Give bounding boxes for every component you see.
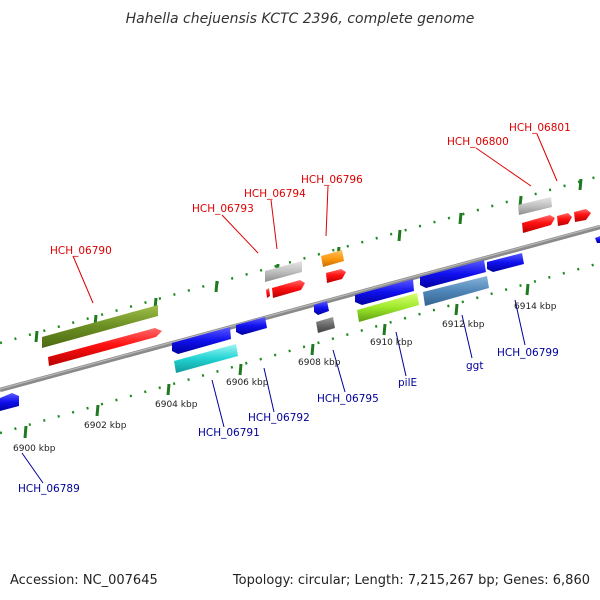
gene-label-hch-06800[interactable]: HCH_06800: [447, 136, 509, 148]
gene-label-hch-06799[interactable]: HCH_06799: [497, 347, 559, 359]
gene-feature-hch-06793[interactable]: [266, 288, 270, 298]
gene-feature-ggt[interactable]: [423, 276, 489, 306]
major-tick: [310, 343, 315, 356]
gene-label-ggt[interactable]: ggt: [466, 360, 483, 372]
forward-gene-labels: HCH_06790 HCH_06793 HCH_06794 HCH_06796 …: [50, 122, 571, 257]
gene-feature-blue-b[interactable]: [236, 317, 267, 335]
gene-label-hch-06795[interactable]: HCH_06795: [317, 393, 379, 405]
reverse-gene-labels: HCH_06789 HCH_06791 HCH_06792 HCH_06795 …: [18, 347, 559, 495]
major-tick: [214, 280, 219, 293]
gene-label-hch-06794[interactable]: HCH_06794: [244, 188, 306, 200]
leader-hch-06791: [211, 379, 225, 428]
leader-hch-06794: [270, 199, 278, 250]
scale-label: 6906 kbp: [226, 378, 269, 388]
gene-features: [0, 197, 600, 411]
gene-feature-hch-06796[interactable]: [326, 269, 346, 283]
gene-label-hch-06791[interactable]: HCH_06791: [198, 427, 260, 439]
gene-feature-hch-06790[interactable]: [48, 328, 162, 366]
scale-label: 6900 kbp: [13, 444, 56, 454]
major-tick: [238, 363, 243, 376]
genome-stats-text: Topology: circular; Length: 7,215,267 bp…: [232, 573, 590, 588]
major-tick: [166, 383, 171, 396]
major-tick: [382, 323, 387, 336]
gene-feature-grey-right[interactable]: [518, 197, 552, 215]
gene-feature-orange[interactable]: [321, 250, 344, 267]
gene-label-hch-06793[interactable]: HCH_06793: [192, 203, 254, 215]
leader-hch-06790: [72, 255, 94, 304]
leader-hch-06789: [21, 452, 44, 484]
scale-label: 6908 kbp: [298, 358, 341, 368]
gene-feature-blue-edge[interactable]: [595, 236, 600, 243]
accession-text: Accession: NC_007645: [10, 573, 158, 588]
leader-pile: [395, 331, 407, 377]
major-tick: [578, 178, 583, 191]
major-tick: [34, 330, 39, 343]
scale-label: 6902 kbp: [84, 421, 127, 431]
leader-hch-06793: [221, 214, 259, 254]
gene-label-hch-06790[interactable]: HCH_06790: [50, 245, 112, 257]
gene-feature-blue-e[interactable]: [420, 260, 486, 288]
gene-feature-red-edge[interactable]: [574, 209, 591, 222]
leader-hch-06800: [475, 147, 532, 187]
leader-lines: [21, 133, 558, 484]
gene-feature-hch-06800[interactable]: [522, 215, 555, 233]
scale-label: 6904 kbp: [155, 400, 198, 410]
major-tick: [95, 404, 100, 417]
scale-label: 6912 kbp: [442, 320, 485, 330]
gene-feature-blue-f[interactable]: [487, 253, 524, 272]
gene-label-pile[interactable]: pilE: [398, 377, 417, 389]
leader-hch-06799: [514, 299, 526, 346]
gene-feature-hch-06794[interactable]: [272, 280, 305, 298]
leader-hch-06801: [536, 133, 558, 182]
gene-feature-olive[interactable]: [42, 305, 158, 348]
reverse-tick-track: [0, 261, 600, 439]
major-tick: [525, 283, 530, 296]
gene-feature-blue-c[interactable]: [314, 301, 329, 315]
major-tick: [23, 425, 28, 439]
leader-hch-06796: [325, 185, 329, 237]
gene-feature-pile[interactable]: [357, 293, 419, 322]
major-tick: [397, 229, 402, 242]
gene-feature-blue-d[interactable]: [355, 279, 414, 305]
gene-label-hch-06801[interactable]: HCH_06801: [509, 122, 571, 134]
gene-feature-hch-06795[interactable]: [316, 317, 335, 333]
genome-backbone-highlight: [0, 225, 600, 390]
map-title: Hahella chejuensis KCTC 2396, complete g…: [126, 11, 475, 27]
major-tick: [458, 212, 463, 225]
genome-backbone: [0, 224, 600, 393]
gene-feature-hch-06801[interactable]: [557, 213, 572, 226]
scale-labels: 6900 kbp 6902 kbp 6904 kbp 6906 kbp 6908…: [13, 302, 557, 454]
leader-hch-06792: [263, 367, 275, 413]
gene-label-hch-06792[interactable]: HCH_06792: [248, 412, 310, 424]
gene-feature-blue-a[interactable]: [172, 327, 231, 354]
scale-label: 6914 kbp: [514, 302, 557, 312]
gene-feature-hch-06789[interactable]: [0, 393, 19, 411]
major-tick: [454, 303, 459, 316]
scale-label: 6910 kbp: [370, 338, 413, 348]
leader-hch-06795: [332, 349, 346, 393]
gene-label-hch-06796[interactable]: HCH_06796: [301, 174, 363, 186]
gene-feature-hch-06792[interactable]: [174, 344, 238, 373]
gene-feature-grey-upper[interactable]: [265, 261, 302, 282]
leader-ggt: [461, 314, 473, 359]
gene-label-hch-06789[interactable]: HCH_06789: [18, 483, 80, 495]
